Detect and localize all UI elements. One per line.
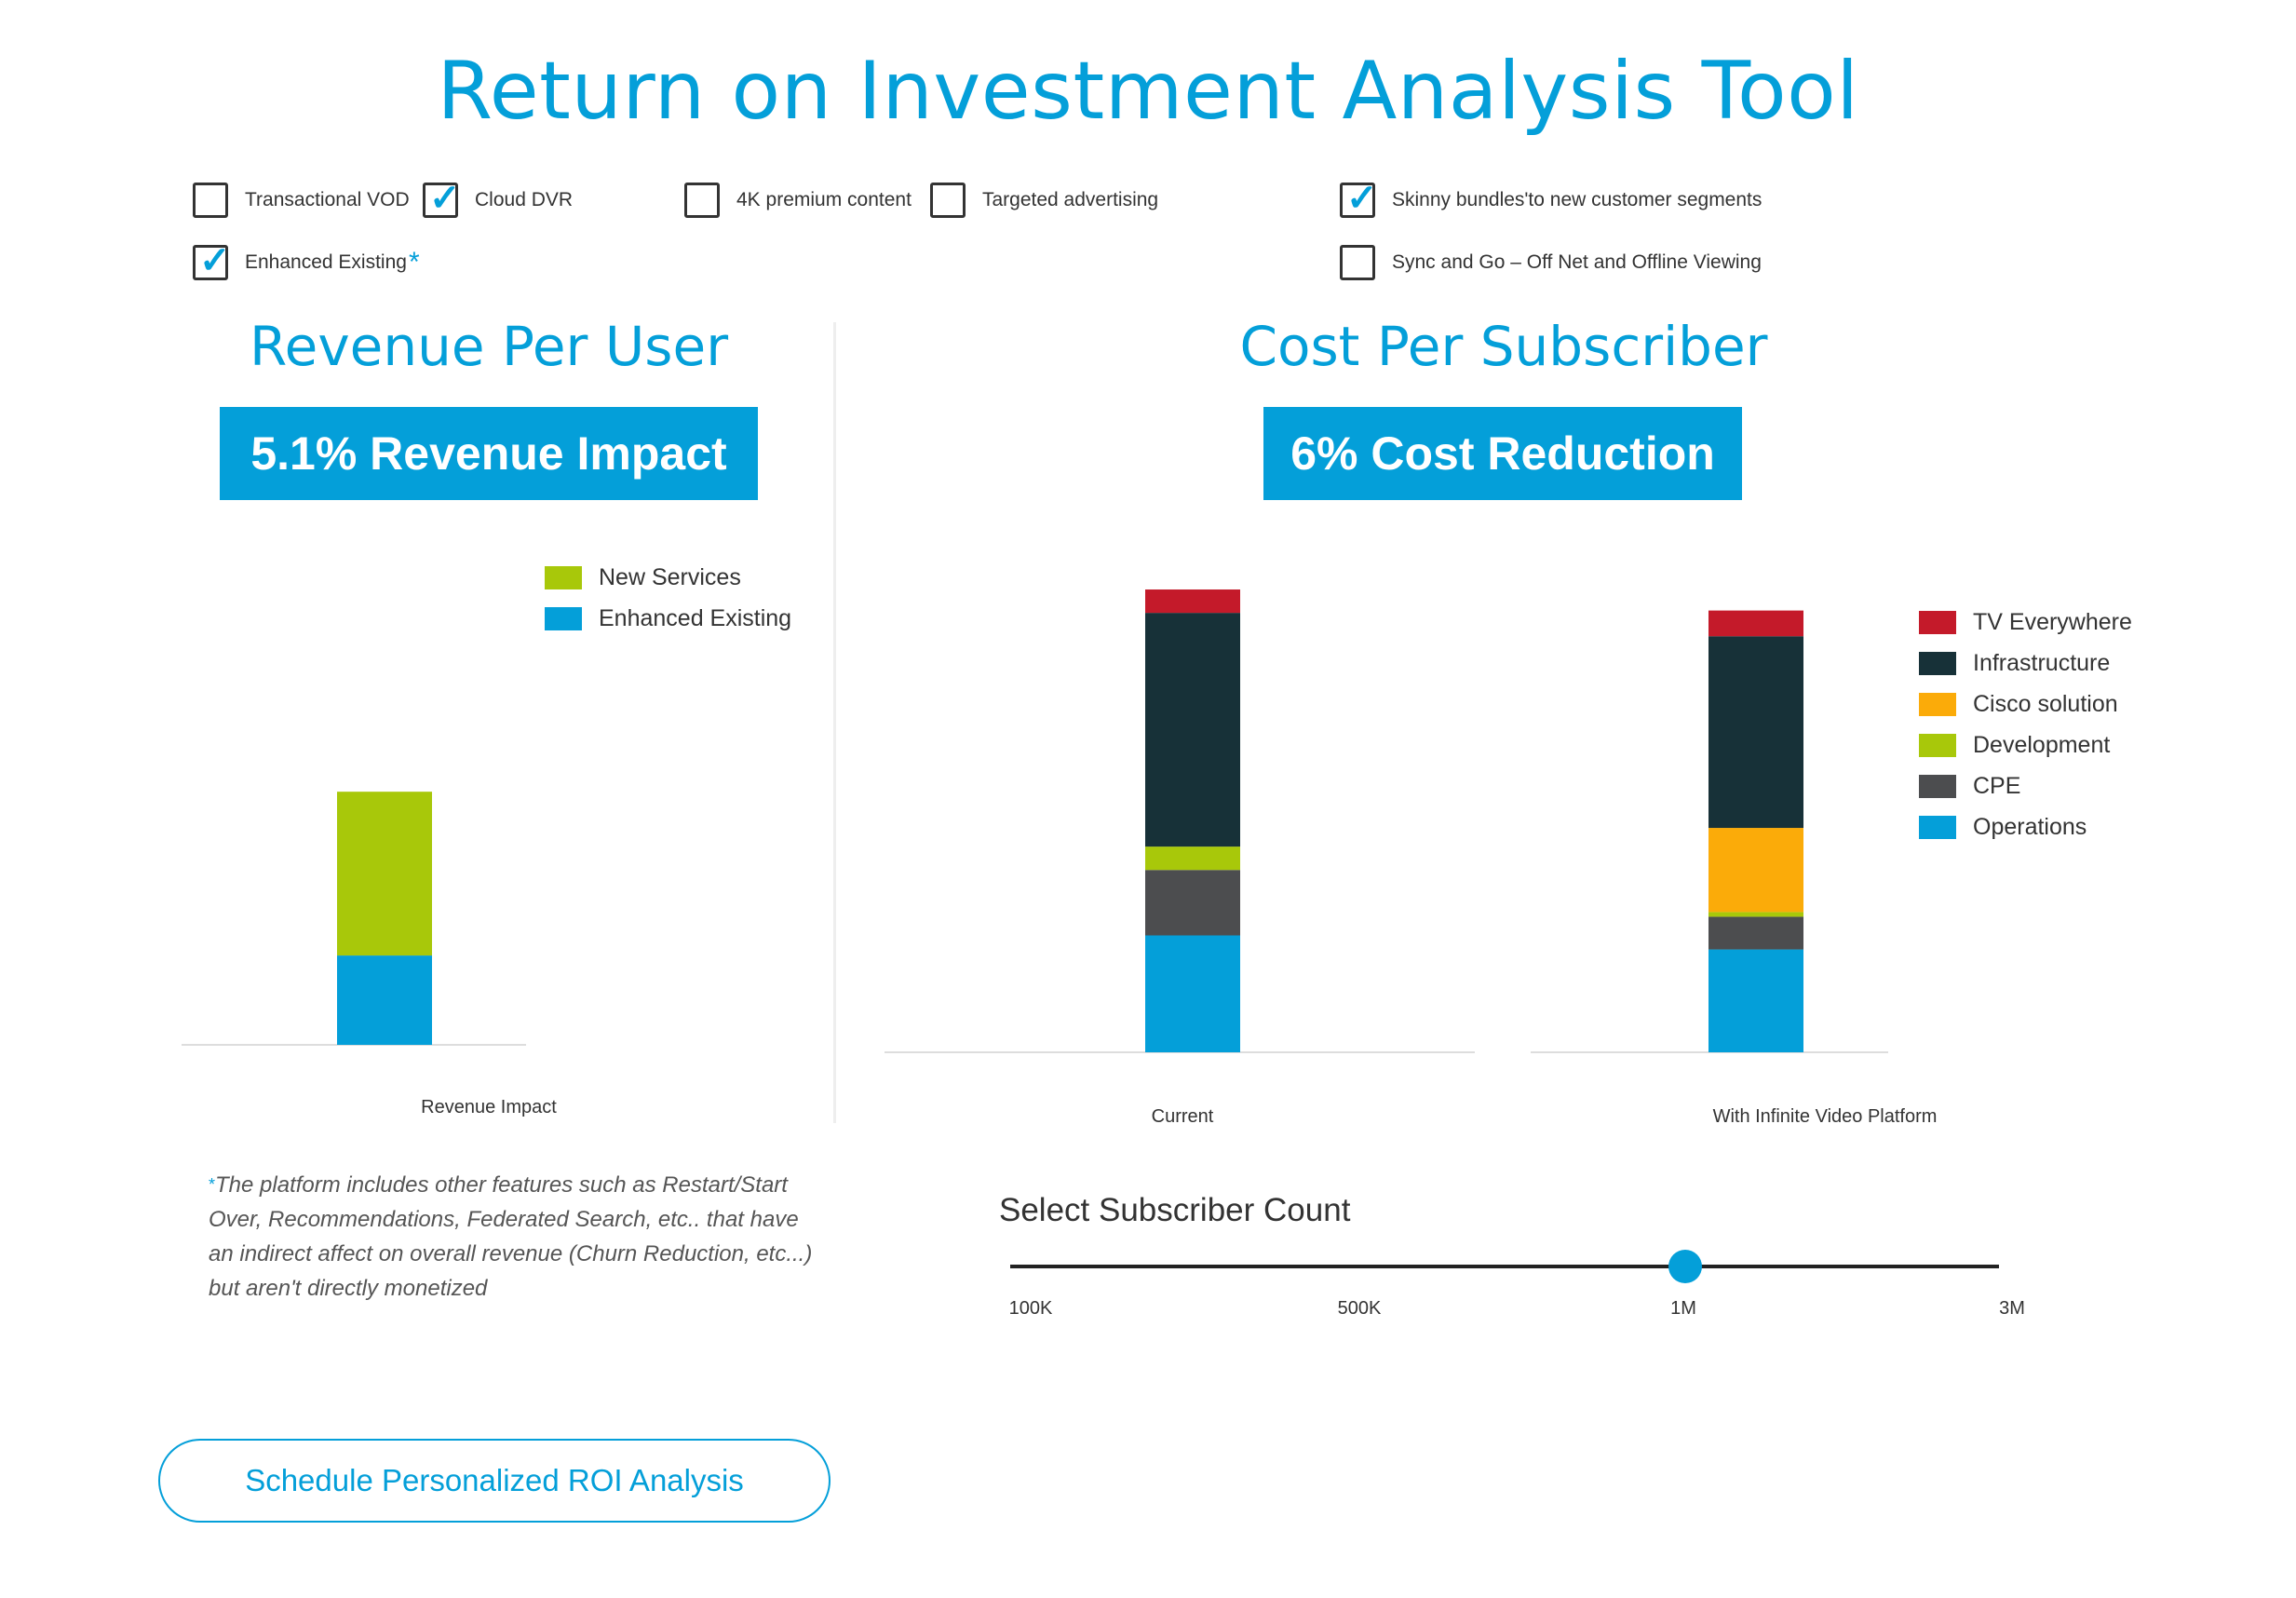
footnote-asterisk: * bbox=[209, 1175, 216, 1194]
revenue-impact-badge: 5.1% Revenue Impact bbox=[220, 407, 758, 500]
legend-item-new-services: New Services bbox=[545, 557, 791, 598]
legend-label: CPE bbox=[1973, 772, 2021, 799]
option-label: Enhanced Existing bbox=[245, 251, 407, 273]
bar-segment-development-with-infinite-video-platform bbox=[1708, 912, 1803, 917]
option-sync-and-go[interactable]: ✓ Sync and Go – Off Net and Offline View… bbox=[1340, 245, 1762, 280]
footnote: *The platform includes other features su… bbox=[209, 1168, 823, 1306]
check-icon: ✓ bbox=[1346, 178, 1378, 219]
legend-item-infrastructure: Infrastructure bbox=[1919, 643, 2132, 684]
check-icon: ✓ bbox=[429, 178, 461, 219]
legend-item-development: Development bbox=[1919, 725, 2132, 765]
bar-segment-operations-with-infinite-video-platform bbox=[1708, 949, 1803, 1052]
revenue-impact-chart bbox=[182, 792, 526, 1046]
legend-label: Cisco solution bbox=[1973, 690, 2118, 717]
checkbox-cloud-dvr[interactable]: ✓ bbox=[423, 178, 461, 219]
legend-item-operations: Operations bbox=[1919, 806, 2132, 847]
cost-reduction-badge: 6% Cost Reduction bbox=[1263, 407, 1742, 500]
slider-tick-1m[interactable]: 1M bbox=[1670, 1298, 1696, 1319]
option-label: Targeted advertising bbox=[982, 189, 1159, 210]
option-label: 4K premium content bbox=[736, 189, 912, 210]
bar-segment-infrastructure-with-infinite-video-platform bbox=[1708, 636, 1803, 829]
slider-tick-500k[interactable]: 500K bbox=[1337, 1298, 1382, 1319]
cost-per-subscriber-chart bbox=[885, 589, 1888, 1053]
legend-label: TV Everywhere bbox=[1973, 608, 2132, 635]
legend-swatch bbox=[1919, 651, 1956, 675]
bar-segment-enhanced-existing-revenue-impact bbox=[337, 955, 432, 1045]
cost-x-label-current: Current bbox=[1151, 1106, 1214, 1127]
checkbox-transactional-vod[interactable]: ✓ bbox=[193, 183, 228, 218]
bar-segment-tv-everywhere-current bbox=[1145, 589, 1240, 614]
checkbox-enhanced-existing[interactable]: ✓ bbox=[193, 240, 231, 281]
option-label: Skinny bundles'to new customer segments bbox=[1392, 189, 1763, 210]
page-title: Return on Investment Analysis Tool bbox=[437, 45, 1859, 138]
bar-segment-development-current bbox=[1145, 846, 1240, 871]
option-label: Transactional VOD bbox=[245, 189, 410, 210]
legend-swatch bbox=[545, 606, 582, 630]
option-label: Sync and Go – Off Net and Offline Viewin… bbox=[1392, 251, 1762, 273]
checkbox-sync-and-go[interactable]: ✓ bbox=[1340, 245, 1375, 280]
cost-section-title: Cost Per Subscriber bbox=[1239, 315, 1768, 378]
legend-item-cpe: CPE bbox=[1919, 765, 2132, 806]
bar-segment-cisco-solution-with-infinite-video-platform bbox=[1708, 828, 1803, 913]
slider-title: Select Subscriber Count bbox=[999, 1192, 1351, 1228]
checkbox-targeted-advertising[interactable]: ✓ bbox=[930, 183, 966, 218]
subscriber-count-slider-handle[interactable] bbox=[1668, 1250, 1702, 1283]
legend-swatch bbox=[1919, 610, 1956, 634]
check-icon: ✓ bbox=[199, 240, 231, 281]
revenue-legend: New Services Enhanced Existing bbox=[545, 557, 791, 639]
bar-segment-tv-everywhere-with-infinite-video-platform bbox=[1708, 610, 1803, 637]
option-skinny-bundles[interactable]: ✓ Skinny bundles'to new customer segment… bbox=[1340, 178, 1763, 219]
section-divider bbox=[833, 322, 836, 1123]
option-targeted-advertising[interactable]: ✓ Targeted advertising bbox=[930, 183, 1158, 218]
legend-label: Infrastructure bbox=[1973, 649, 2111, 676]
option-transactional-vod[interactable]: ✓ Transactional VOD bbox=[193, 183, 410, 218]
bar-segment-cpe-with-infinite-video-platform bbox=[1708, 916, 1803, 950]
legend-label: Enhanced Existing bbox=[599, 604, 792, 631]
legend-swatch bbox=[1919, 815, 1956, 839]
bar-segment-cpe-current bbox=[1145, 870, 1240, 936]
footnote-text: The platform includes other features suc… bbox=[209, 1172, 813, 1301]
revenue-x-label: Revenue Impact bbox=[421, 1097, 557, 1117]
slider-tick-100k[interactable]: 100K bbox=[1008, 1298, 1053, 1319]
option-enhanced-existing[interactable]: ✓ Enhanced Existing * bbox=[193, 240, 420, 281]
option-cloud-dvr[interactable]: ✓ Cloud DVR bbox=[423, 178, 574, 219]
cost-legend: TV Everywhere Infrastructure Cisco solut… bbox=[1919, 602, 2132, 847]
slider-tick-3m[interactable]: 3M bbox=[1999, 1298, 2025, 1319]
legend-swatch bbox=[545, 565, 582, 589]
bar-segment-infrastructure-current bbox=[1145, 613, 1240, 847]
bar-segment-new-services-revenue-impact bbox=[337, 792, 432, 956]
legend-label: New Services bbox=[599, 563, 741, 590]
subscriber-count-slider-track[interactable] bbox=[1010, 1265, 1999, 1268]
checkbox-4k-premium-content[interactable]: ✓ bbox=[684, 183, 720, 218]
legend-swatch bbox=[1919, 774, 1956, 798]
legend-label: Operations bbox=[1973, 813, 2087, 840]
asterisk-mark: * bbox=[408, 247, 420, 278]
legend-swatch bbox=[1919, 733, 1956, 757]
legend-item-tv-everywhere: TV Everywhere bbox=[1919, 602, 2132, 643]
option-4k-premium-content[interactable]: ✓ 4K premium content bbox=[684, 183, 912, 218]
revenue-section-title: Revenue Per User bbox=[249, 315, 729, 378]
cost-x-label-ivp: With Infinite Video Platform bbox=[1712, 1106, 1938, 1127]
legend-item-cisco-solution: Cisco solution bbox=[1919, 684, 2132, 725]
checkbox-skinny-bundles[interactable]: ✓ bbox=[1340, 178, 1378, 219]
legend-item-enhanced-existing: Enhanced Existing bbox=[545, 598, 791, 639]
bar-segment-operations-current bbox=[1145, 935, 1240, 1052]
option-label: Cloud DVR bbox=[475, 189, 574, 210]
legend-swatch bbox=[1919, 692, 1956, 716]
schedule-roi-analysis-button[interactable]: Schedule Personalized ROI Analysis bbox=[158, 1439, 831, 1523]
legend-label: Development bbox=[1973, 731, 2111, 758]
